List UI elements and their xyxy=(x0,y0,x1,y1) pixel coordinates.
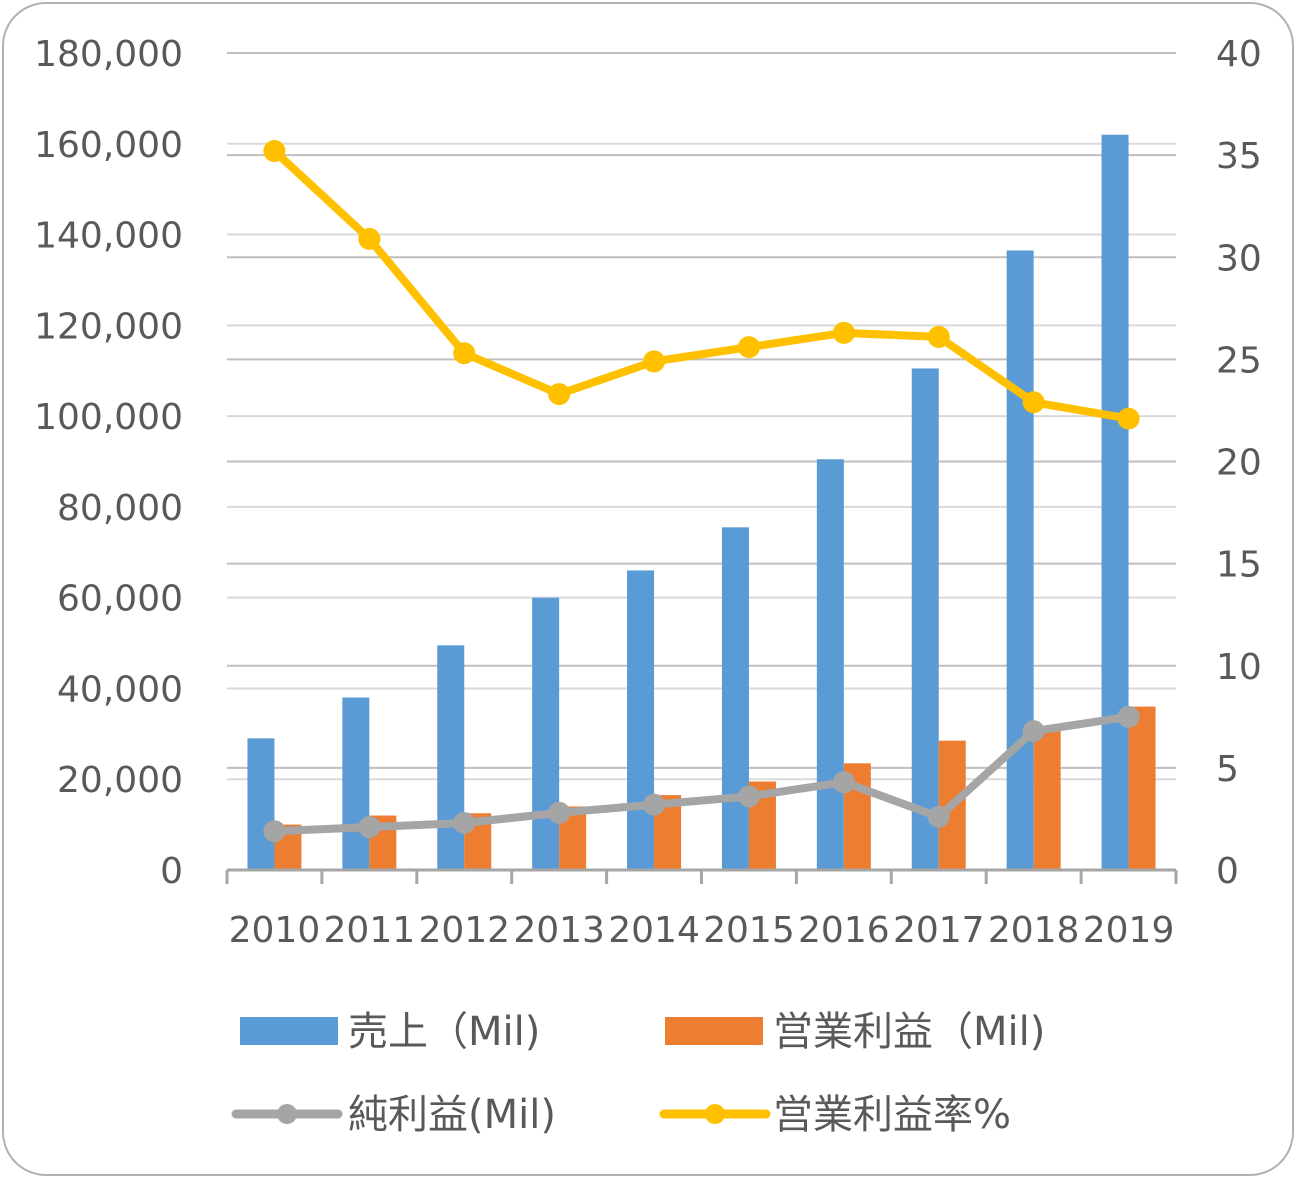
x-axis-tick-label: 2014 xyxy=(608,910,700,951)
x-axis-tick-label: 2013 xyxy=(513,910,605,951)
bars-layer xyxy=(247,134,1156,871)
legend-item-operating-profit: 営業利益（Mil) xyxy=(665,1009,1045,1055)
left-axis-tick-label: 120,000 xyxy=(34,306,183,347)
right-axis-tick-label: 35 xyxy=(1216,136,1262,177)
bar-sales xyxy=(721,527,749,870)
lines-layer xyxy=(263,140,1140,843)
left-axis-tick-label: 0 xyxy=(160,851,183,892)
point-net-profit xyxy=(737,785,760,808)
legend-item-operating-margin: 営業利益率% xyxy=(659,1092,1011,1138)
legend-swatch-sales xyxy=(240,1017,338,1045)
legend-swatch-operating-profit xyxy=(665,1017,763,1045)
left-axis-tick-label: 80,000 xyxy=(57,488,183,529)
point-net-profit xyxy=(1022,720,1045,743)
right-axis-labels: 0 5 10 15 20 25 30 35 40 xyxy=(1216,34,1262,892)
bar-sales xyxy=(437,645,465,870)
right-axis-tick-label: 0 xyxy=(1216,851,1239,892)
x-axis-tick-label: 2018 xyxy=(988,910,1080,951)
bar-sales xyxy=(911,368,939,870)
axes-layer xyxy=(225,868,1178,884)
left-axis-tick-label: 140,000 xyxy=(34,216,183,257)
point-operating-margin xyxy=(358,227,381,250)
right-axis-tick-label: 25 xyxy=(1216,340,1262,381)
bar-sales xyxy=(816,459,844,870)
legend-label-sales: 売上（Mil) xyxy=(348,1009,540,1055)
point-net-profit xyxy=(358,816,381,839)
left-axis-tick-label: 180,000 xyxy=(34,34,183,75)
x-axis-tick-label: 2012 xyxy=(418,910,510,951)
left-axis-tick-label: 160,000 xyxy=(34,125,183,166)
right-axis-tick-label: 40 xyxy=(1216,34,1262,75)
bar-operating-profit xyxy=(1033,727,1061,870)
left-axis-tick-label: 40,000 xyxy=(57,669,183,710)
legend-item-net-profit: 純利益(Mil) xyxy=(231,1092,556,1138)
left-axis-tick-label: 20,000 xyxy=(57,760,183,801)
point-net-profit xyxy=(643,793,666,816)
point-net-profit xyxy=(263,820,286,843)
legend-marker-net-profit xyxy=(277,1104,297,1124)
point-net-profit xyxy=(1117,705,1140,728)
x-axis-tick-label: 2015 xyxy=(703,910,795,951)
right-axis-tick-label: 5 xyxy=(1216,749,1239,790)
right-axis-tick-label: 15 xyxy=(1216,545,1262,586)
bar-sales xyxy=(627,570,655,870)
point-operating-margin xyxy=(263,140,286,163)
right-axis-tick-label: 10 xyxy=(1216,647,1262,688)
x-axis-tick-label: 2017 xyxy=(893,910,985,951)
point-net-profit xyxy=(927,805,950,828)
right-axis-tick-label: 20 xyxy=(1216,443,1262,484)
point-net-profit xyxy=(832,771,855,794)
legend-item-sales: 売上（Mil) xyxy=(240,1009,540,1055)
point-operating-margin xyxy=(1022,391,1045,414)
left-axis-labels: 0 20,000 40,000 60,000 80,000 100,000 120,000 1… xyxy=(34,34,183,892)
point-operating-margin xyxy=(737,336,760,359)
line-operating-margin xyxy=(270,147,1133,423)
x-axis-tick-label: 2016 xyxy=(798,910,890,951)
point-operating-margin xyxy=(643,350,666,373)
point-net-profit xyxy=(453,812,476,835)
point-operating-margin xyxy=(927,325,950,348)
x-axis-tick-label: 2010 xyxy=(229,910,321,951)
bar-operating-profit xyxy=(1128,706,1156,870)
point-operating-margin xyxy=(453,342,476,365)
legend: 売上（Mil) 営業利益（Mil) 純利益(Mil) 営業利益率% xyxy=(231,1009,1045,1138)
bar-sales xyxy=(1101,134,1129,870)
legend-label-net-profit: 純利益(Mil) xyxy=(348,1092,556,1138)
left-axis-tick-label: 100,000 xyxy=(34,397,183,438)
left-axis-tick-label: 60,000 xyxy=(57,579,183,620)
right-axis-tick-label: 30 xyxy=(1216,238,1262,279)
x-axis-labels: 2010 2011 2012 2013 2014 2015 2016 2017 2018 2019 xyxy=(229,910,1175,951)
point-net-profit xyxy=(548,801,571,824)
legend-marker-operating-margin xyxy=(705,1104,725,1124)
x-axis-tick-label: 2011 xyxy=(324,910,416,951)
point-operating-margin xyxy=(548,383,571,406)
point-operating-margin xyxy=(1117,407,1140,430)
legend-label-operating-margin: 営業利益率% xyxy=(773,1092,1011,1138)
line-net-profit xyxy=(270,712,1133,836)
x-axis-tick-label: 2019 xyxy=(1083,910,1175,951)
bar-sales xyxy=(532,597,560,870)
bar-sales xyxy=(247,738,275,870)
point-operating-margin xyxy=(832,321,855,344)
bar-sales xyxy=(342,697,370,870)
bar-sales xyxy=(1006,250,1034,871)
legend-label-operating-profit: 営業利益（Mil) xyxy=(773,1009,1045,1055)
